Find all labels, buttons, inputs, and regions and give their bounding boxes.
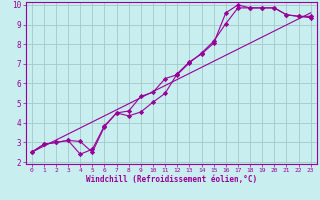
X-axis label: Windchill (Refroidissement éolien,°C): Windchill (Refroidissement éolien,°C) bbox=[86, 175, 257, 184]
